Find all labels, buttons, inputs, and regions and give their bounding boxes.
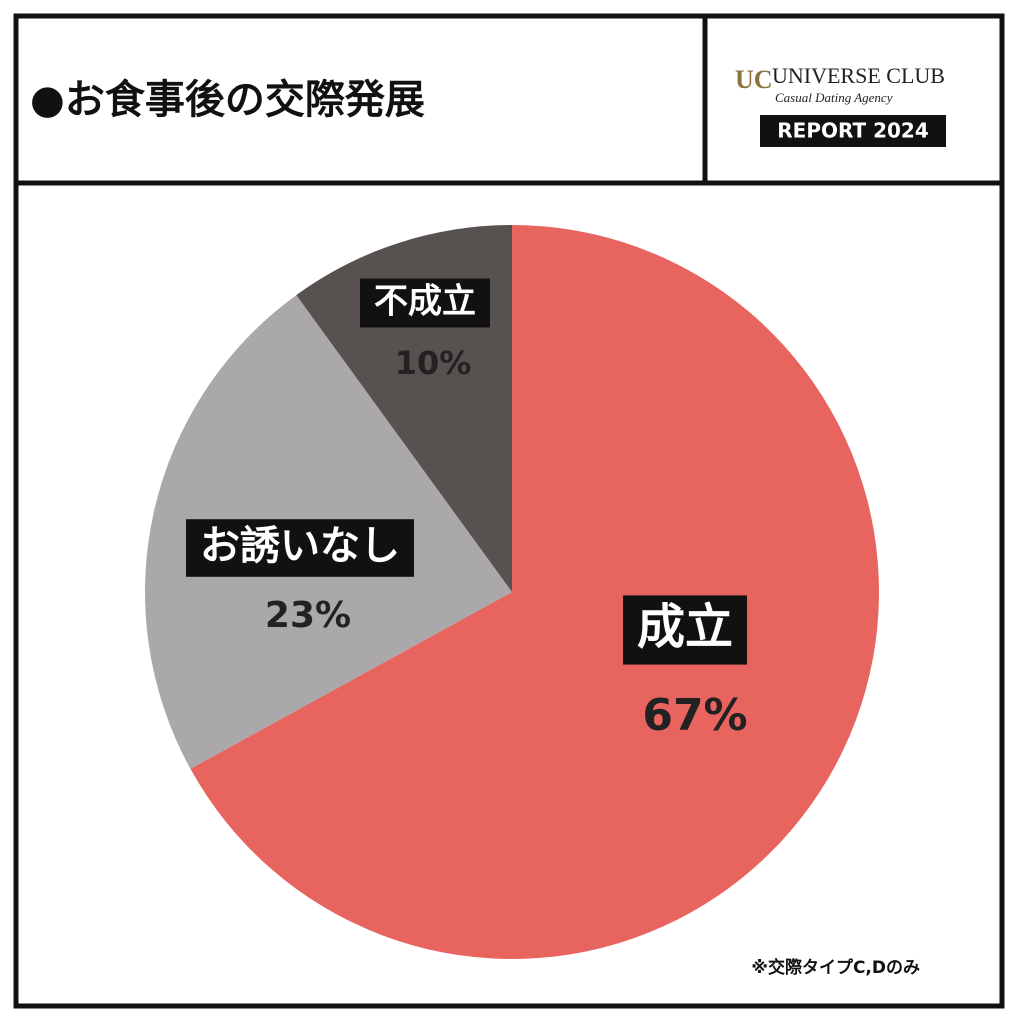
pie-slice — [190, 225, 879, 959]
brand-tagline: Casual Dating Agency — [775, 90, 893, 105]
value-label: 67% — [642, 690, 747, 741]
chart-title: ●お食事後の交際発展 — [30, 77, 425, 123]
slice-label: 成立 — [637, 599, 733, 655]
slice-label: お誘いなし — [200, 523, 400, 569]
badge: REPORT 2024 — [777, 119, 929, 143]
slice-label: 不成立 — [374, 282, 476, 322]
pie: 成立 67% お誘いなし 23% 不成立 10% — [145, 225, 879, 959]
value-label: 23% — [265, 595, 351, 636]
label-box — [186, 519, 414, 577]
note: ※交際タイプC,Dのみ — [751, 957, 920, 978]
brand-mark: UC — [735, 65, 773, 94]
label-box — [360, 278, 490, 328]
badge-box — [760, 115, 946, 147]
label-box — [622, 595, 748, 665]
value-label: 10% — [395, 344, 472, 382]
brand-name: UNIVERSE CLUB — [772, 63, 945, 88]
